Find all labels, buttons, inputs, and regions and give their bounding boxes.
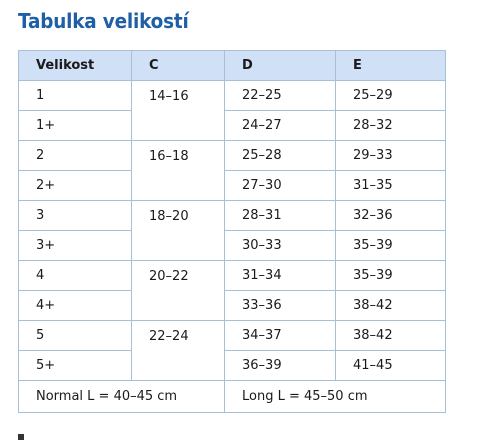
header-e: E — [335, 50, 446, 81]
size-cell: 4 — [18, 260, 132, 291]
e-cell: 38–42 — [335, 290, 446, 321]
table-row: 4+ 33–36 38–42 — [18, 290, 446, 321]
table-header-row: Velikost C D E — [18, 50, 446, 81]
header-size: Velikost — [18, 50, 132, 81]
size-cell: 1+ — [18, 110, 132, 141]
e-cell: 31–35 — [335, 170, 446, 201]
c-cell: 14–16 — [131, 80, 225, 141]
size-table: Velikost C D E 1 14–16 22–25 25–29 1+ 24… — [18, 50, 446, 413]
table-row: 3 18–20 28–31 32–36 — [18, 200, 446, 261]
d-cell: 33–36 — [224, 290, 336, 321]
size-cell: 2+ — [18, 170, 132, 201]
e-cell: 38–42 — [335, 320, 446, 351]
long-length-note: Long L = 45–50 cm — [224, 380, 446, 413]
size-cell: 5 — [18, 320, 132, 351]
table-row: 1+ 24–27 28–32 — [18, 110, 446, 141]
c-cell: 20–22 — [131, 260, 225, 321]
c-cell: 22–24 — [131, 320, 225, 381]
d-cell: 28–31 — [224, 200, 336, 231]
table-row: 3+ 30–33 35–39 — [18, 230, 446, 261]
page-title: Tabulka velikostí — [18, 9, 189, 33]
table-row: 5 22–24 34–37 38–42 — [18, 320, 446, 381]
d-cell: 25–28 — [224, 140, 336, 171]
table-footer-row: Normal L = 40–45 cm Long L = 45–50 cm — [18, 380, 446, 413]
d-cell: 31–34 — [224, 260, 336, 291]
size-cell: 3+ — [18, 230, 132, 261]
d-cell: 24–27 — [224, 110, 336, 141]
e-cell: 28–32 — [335, 110, 446, 141]
table-row: 4 20–22 31–34 35–39 — [18, 260, 446, 321]
e-cell: 32–36 — [335, 200, 446, 231]
table-row: 2 16–18 25–28 29–33 — [18, 140, 446, 201]
table-row: 5+ 36–39 41–45 — [18, 350, 446, 381]
size-cell: 2 — [18, 140, 132, 171]
header-c: C — [131, 50, 225, 81]
size-cell: 5+ — [18, 350, 132, 381]
normal-length-note: Normal L = 40–45 cm — [18, 380, 225, 413]
e-cell: 35–39 — [335, 230, 446, 261]
e-cell: 41–45 — [335, 350, 446, 381]
size-cell: 3 — [18, 200, 132, 231]
header-d: D — [224, 50, 336, 81]
e-cell: 25–29 — [335, 80, 446, 111]
table-row: 1 14–16 22–25 25–29 — [18, 80, 446, 141]
c-cell: 18–20 — [131, 200, 225, 261]
d-cell: 30–33 — [224, 230, 336, 261]
size-cell: 4+ — [18, 290, 132, 321]
d-cell: 36–39 — [224, 350, 336, 381]
d-cell: 22–25 — [224, 80, 336, 111]
d-cell: 27–30 — [224, 170, 336, 201]
e-cell: 35–39 — [335, 260, 446, 291]
table-row: 2+ 27–30 31–35 — [18, 170, 446, 201]
size-cell: 1 — [18, 80, 132, 111]
c-cell: 16–18 — [131, 140, 225, 201]
bullet-icon — [18, 434, 24, 440]
d-cell: 34–37 — [224, 320, 336, 351]
e-cell: 29–33 — [335, 140, 446, 171]
